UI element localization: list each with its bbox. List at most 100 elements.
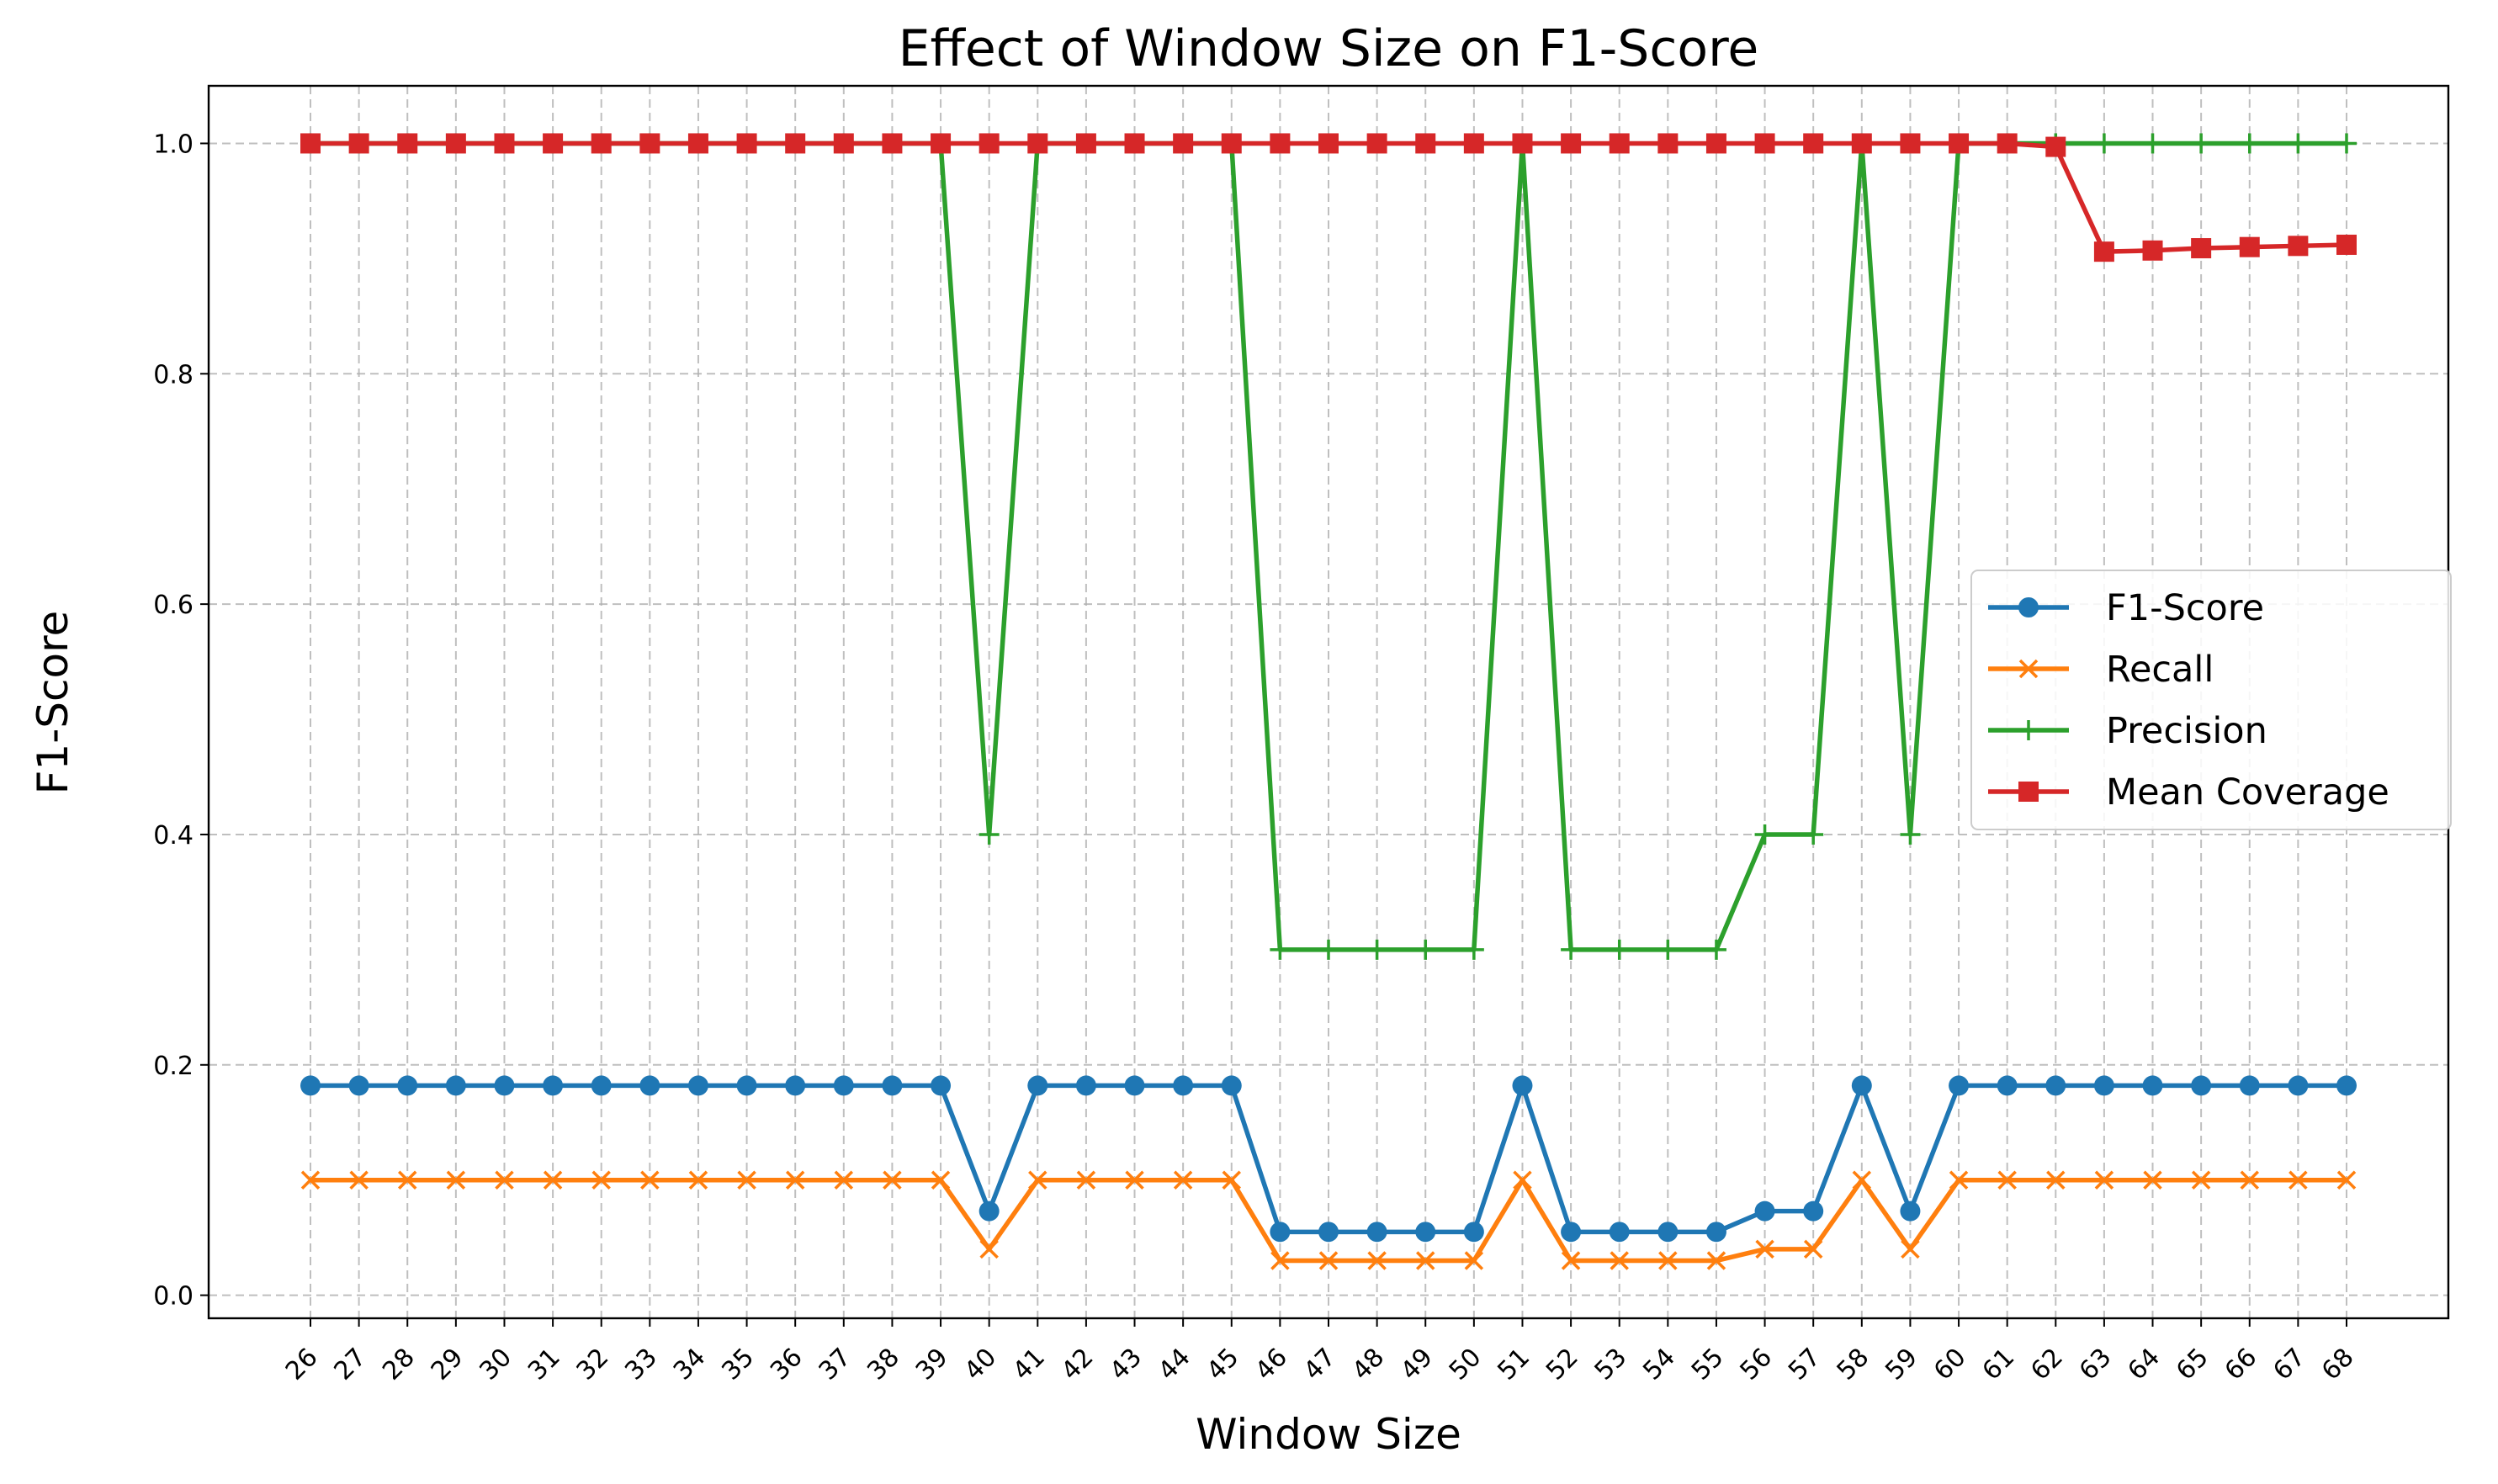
data-point-precision (1754, 824, 1775, 845)
data-point-f1-score (2142, 1075, 2163, 1096)
data-point-mean-coverage (979, 133, 1000, 154)
data-point-f1-score (1657, 1222, 1679, 1243)
data-point-precision (1318, 939, 1339, 960)
data-point-mean-coverage (736, 133, 757, 154)
marker-stroke (2094, 1170, 2114, 1190)
data-point-precision (1803, 824, 1824, 845)
y-tick-label: 0.8 (153, 360, 194, 390)
legend-marker (2018, 597, 2039, 617)
data-point-recall (300, 1170, 321, 1190)
data-point-f1-score (785, 1075, 806, 1096)
marker-stroke (1561, 1251, 1581, 1270)
marker-stroke (737, 1170, 756, 1190)
data-point-recall (2240, 1170, 2259, 1190)
data-point-f1-score (494, 1075, 515, 1096)
legend-label: Recall (2106, 649, 2214, 691)
data-point-mean-coverage (1851, 133, 1872, 154)
data-point-precision (1609, 939, 1630, 960)
data-point-f1-score (1318, 1222, 1339, 1243)
data-point-precision (1657, 939, 1679, 960)
data-point-f1-score (1124, 1075, 1145, 1096)
data-point-f1-score (833, 1075, 854, 1096)
data-point-recall (834, 1170, 854, 1190)
data-point-mean-coverage (1366, 133, 1387, 154)
marker-stroke (1416, 1251, 1435, 1270)
data-point-recall (1416, 1251, 1435, 1270)
y-axis: 0.0 0.2 0.4 0.6 0.8 1.0 (153, 130, 209, 1312)
data-point-recall (1561, 1251, 1581, 1270)
marker-stroke (2336, 1170, 2357, 1190)
marker-stroke (1270, 1251, 1290, 1270)
legend-label: Precision (2106, 710, 2267, 752)
data-point-mean-coverage (1900, 133, 1921, 154)
data-point-f1-score (1949, 1075, 1970, 1096)
data-point-precision (1463, 939, 1484, 960)
data-point-mean-coverage (931, 133, 952, 154)
data-point-f1-score (639, 1075, 660, 1096)
data-point-f1-score (1609, 1222, 1630, 1243)
data-point-recall (1755, 1239, 1774, 1259)
data-point-precision (1415, 939, 1436, 960)
data-point-precision (2336, 133, 2357, 154)
data-point-f1-score (1270, 1222, 1291, 1243)
data-point-mean-coverage (2142, 240, 2163, 261)
data-point-f1-score (2288, 1075, 2309, 1096)
data-point-mean-coverage (591, 133, 612, 154)
data-point-recall (1367, 1251, 1387, 1270)
data-point-mean-coverage (1803, 133, 1824, 154)
data-point-mean-coverage (1609, 133, 1630, 154)
data-point-recall (1852, 1170, 1872, 1190)
data-point-mean-coverage (1705, 133, 1726, 154)
data-point-precision (2191, 133, 2212, 154)
data-point-mean-coverage (1561, 133, 1582, 154)
legend-item-f1-score: F1-Score (1988, 587, 2264, 629)
data-point-recall (1028, 1170, 1047, 1190)
data-point-mean-coverage (687, 133, 708, 154)
chart-title: Effect of Window Size on F1-Score (899, 19, 1759, 78)
data-point-f1-score (882, 1075, 903, 1096)
data-point-f1-score (1900, 1200, 1921, 1222)
marker-stroke (1901, 1239, 1920, 1259)
legend-item-recall: Recall (1988, 649, 2214, 691)
data-point-f1-score (1561, 1222, 1582, 1243)
marker-stroke (446, 1170, 466, 1190)
y-tick-label: 0.0 (153, 1282, 194, 1312)
marker-stroke (349, 1170, 369, 1190)
marker-stroke (2191, 1170, 2211, 1190)
data-point-recall (543, 1170, 563, 1190)
data-point-f1-score (2093, 1075, 2114, 1096)
data-point-recall (737, 1170, 756, 1190)
data-point-recall (1513, 1170, 1532, 1190)
marker-stroke (1997, 1170, 2017, 1190)
data-point-f1-score (687, 1075, 708, 1096)
data-point-recall (2289, 1170, 2308, 1190)
data-point-recall (1464, 1251, 1484, 1270)
data-point-recall (1949, 1170, 1969, 1190)
data-point-recall (979, 1239, 999, 1259)
series-f1-score (300, 1075, 2357, 1243)
marker-stroke (834, 1170, 854, 1190)
marker-stroke (1706, 1251, 1726, 1270)
y-axis-label: F1-Score (29, 611, 77, 795)
y-tick-label: 0.2 (153, 1052, 194, 1081)
legend: F1-Score Recall Precision Mean Coverage (1970, 570, 2452, 830)
data-point-mean-coverage (494, 133, 515, 154)
data-point-mean-coverage (1415, 133, 1436, 154)
data-point-recall (2143, 1170, 2162, 1190)
data-point-recall (931, 1170, 951, 1190)
marker-stroke (1755, 1239, 1774, 1259)
data-point-f1-score (348, 1075, 369, 1096)
data-point-recall (495, 1170, 514, 1190)
data-point-mean-coverage (2093, 241, 2114, 262)
marker-stroke (1367, 1251, 1387, 1270)
y-tick-label: 0.4 (153, 821, 194, 851)
data-point-mean-coverage (1124, 133, 1145, 154)
data-point-precision (1270, 939, 1291, 960)
marker-stroke (591, 1170, 611, 1190)
data-point-precision (2288, 133, 2309, 154)
data-point-recall (1706, 1251, 1726, 1270)
data-point-recall (1318, 1251, 1339, 1270)
marker-stroke (2289, 1170, 2308, 1190)
data-point-recall (1222, 1170, 1241, 1190)
data-point-precision (1366, 939, 1387, 960)
